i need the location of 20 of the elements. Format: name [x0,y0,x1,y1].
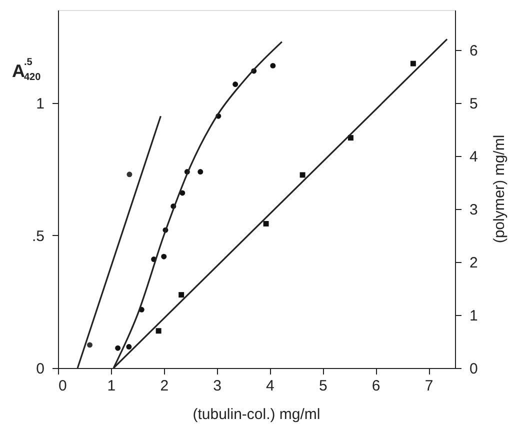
x-tick-label: 3 [213,378,222,394]
y2-tick-label: 1 [470,307,478,324]
y2-tick-label: 4 [470,148,478,166]
y-tick-label: .5 [32,228,44,245]
y2-tick-label: 0 [470,360,478,378]
y2-tick-label: 3 [470,201,478,218]
y2-axis-title: (polymer) mg/ml [491,134,508,244]
x-axis-title: (tubulin-col.) mg/ml [192,406,320,423]
y2-tick-label: 5 [470,95,478,112]
x-tick-label: 1 [107,378,116,394]
x-tick-label: 7 [424,378,434,394]
x-tick-label: 6 [372,378,380,394]
y2-tick-label: 6 [470,42,478,60]
x-tick-label: 5 [318,378,328,394]
y2-tick-label: 2 [470,254,478,272]
x-tick-label: 2 [160,378,169,394]
x-tick-label: 0 [58,378,67,394]
y-tick-label: 0 [36,360,44,378]
x-tick-label: 4 [266,378,274,394]
y-tick-label: 1 [36,95,44,112]
